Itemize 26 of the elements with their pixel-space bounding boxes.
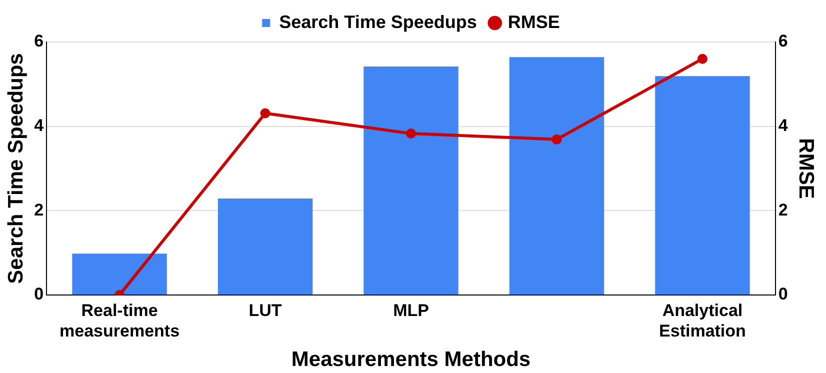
legend-label: Search Time Speedups	[279, 12, 477, 32]
bar	[364, 66, 458, 294]
x-tick-label: LUT	[248, 300, 282, 320]
y-tick-label: 6	[34, 32, 44, 51]
bar	[655, 76, 750, 294]
x-tick-label: Analytical Estimation	[659, 300, 746, 340]
bar	[509, 57, 604, 294]
point	[260, 108, 270, 118]
y2-tick-label: 4	[778, 116, 788, 136]
y-tick-label: 2	[34, 200, 44, 220]
x-axis-title: Measurements Methods	[291, 348, 531, 372]
point	[406, 128, 416, 138]
point	[697, 54, 708, 64]
y-tick-label: 0	[34, 284, 44, 304]
x-tick-label: MLP	[393, 300, 429, 320]
legend-label: RMSE	[508, 12, 560, 32]
y2-tick-label: 6	[778, 32, 788, 51]
y-tick-label: 4	[34, 116, 44, 136]
bar	[72, 254, 167, 294]
y2-tick-label: 2	[778, 200, 788, 220]
x-tick-label: Real-time measurements	[60, 300, 180, 340]
point	[552, 134, 562, 144]
y2-tick-label: 0	[778, 284, 788, 304]
bar	[218, 198, 313, 294]
y2-axis-title: RMSE	[794, 138, 818, 199]
y-axis-title: Search Time Speedups	[4, 53, 28, 284]
